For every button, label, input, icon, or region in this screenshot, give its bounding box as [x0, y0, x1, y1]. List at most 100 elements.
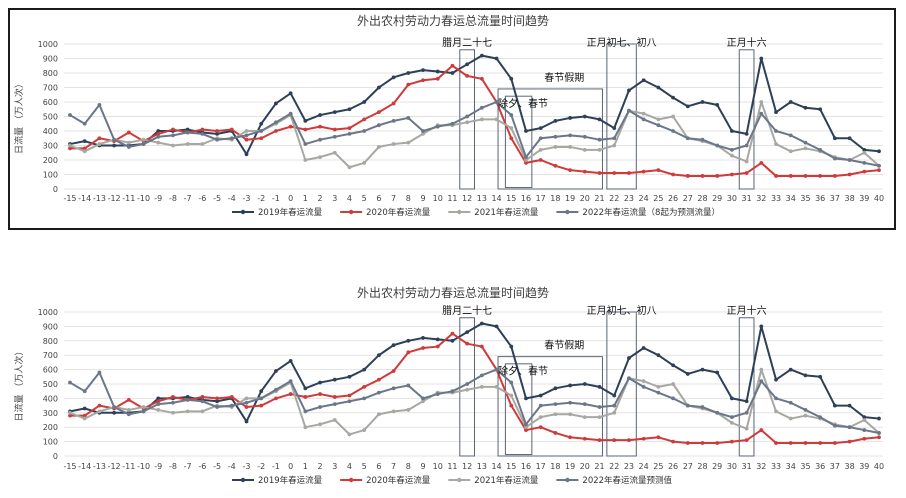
- data-point: [435, 124, 440, 129]
- data-point: [200, 132, 205, 136]
- data-point: [274, 101, 278, 106]
- data-point: [582, 382, 587, 386]
- data-point: [656, 168, 661, 173]
- data-point: [82, 406, 87, 411]
- x-tick-label: 22: [609, 462, 619, 471]
- data-point: [200, 142, 205, 146]
- data-point: [479, 344, 484, 349]
- x-tick-label: 23: [624, 462, 634, 471]
- data-point: [641, 379, 646, 384]
- data-point: [803, 174, 808, 178]
- y-tick-label: 300: [43, 409, 58, 418]
- data-point: [524, 158, 528, 162]
- data-point: [332, 127, 337, 132]
- data-point: [788, 367, 793, 372]
- data-point: [788, 400, 793, 405]
- data-point: [685, 136, 690, 141]
- data-point: [303, 386, 308, 391]
- x-tick-label: -1: [272, 194, 280, 203]
- data-point: [421, 132, 425, 136]
- series-line-2: [70, 332, 880, 445]
- data-point: [568, 168, 573, 173]
- data-point: [215, 396, 219, 401]
- data-point: [347, 126, 352, 130]
- data-point: [332, 402, 337, 407]
- data-point: [450, 121, 455, 126]
- x-tick-label: -8: [169, 462, 177, 471]
- data-point: [568, 116, 573, 120]
- x-tick-label: -14: [78, 462, 91, 471]
- data-point: [303, 409, 308, 414]
- annotation-c78: 正月初七、初八: [587, 36, 657, 49]
- x-tick-label: 11: [447, 194, 457, 203]
- legend-marker: [348, 477, 354, 483]
- data-point: [759, 367, 764, 372]
- x-tick-label: 23: [624, 194, 634, 203]
- data-point: [465, 382, 470, 386]
- data-point: [185, 142, 190, 146]
- data-point: [656, 390, 661, 395]
- data-point: [288, 379, 293, 384]
- data-point: [509, 380, 514, 385]
- data-point: [126, 408, 131, 412]
- data-point: [200, 409, 205, 414]
- x-tick-label: 12: [462, 194, 472, 203]
- data-point: [82, 389, 87, 394]
- data-point: [671, 396, 675, 401]
- data-point: [215, 405, 219, 409]
- x-tick-label: 5: [362, 462, 367, 471]
- x-tick-label: -3: [243, 462, 251, 471]
- data-point: [303, 158, 308, 162]
- x-tick-label: 26: [668, 462, 678, 471]
- legend-marker: [240, 209, 246, 215]
- data-point: [82, 416, 87, 421]
- data-point: [509, 344, 514, 349]
- data-point: [847, 425, 852, 430]
- data-point: [391, 101, 396, 106]
- x-tick-label: 7: [391, 194, 396, 203]
- data-point: [465, 330, 470, 335]
- x-tick-label: -7: [184, 194, 192, 203]
- data-point: [730, 420, 734, 425]
- data-point: [656, 384, 661, 389]
- x-tick-label: 17: [536, 462, 546, 471]
- data-point: [185, 130, 190, 135]
- data-point: [362, 129, 367, 133]
- annotation-c16: 正月十六: [727, 36, 767, 49]
- data-point: [274, 396, 278, 401]
- x-tick-label: 27: [683, 462, 693, 471]
- data-point: [568, 133, 573, 138]
- data-point: [362, 396, 367, 401]
- data-point: [303, 142, 308, 146]
- data-point: [391, 343, 396, 348]
- y-tick-label: 200: [43, 156, 58, 165]
- data-point: [877, 168, 881, 173]
- data-point: [788, 441, 793, 445]
- data-point: [774, 396, 778, 401]
- data-point: [465, 120, 470, 125]
- data-point: [524, 396, 528, 401]
- data-point: [229, 403, 234, 408]
- data-point: [332, 150, 337, 155]
- data-point: [847, 158, 852, 162]
- data-point: [362, 117, 367, 122]
- data-point: [524, 155, 528, 160]
- x-tick-label: -14: [78, 194, 91, 203]
- data-point: [479, 105, 484, 110]
- data-point: [524, 129, 528, 133]
- data-point: [465, 62, 470, 67]
- data-point: [803, 373, 808, 378]
- data-point: [391, 369, 396, 373]
- data-point: [259, 121, 264, 126]
- x-tick-label: 8: [406, 194, 411, 203]
- x-tick-label: 18: [550, 194, 560, 203]
- data-point: [97, 409, 102, 414]
- x-tick-label: -12: [108, 462, 121, 471]
- data-point: [715, 174, 720, 178]
- data-point: [288, 124, 293, 129]
- data-point: [832, 423, 837, 428]
- x-tick-label: 2: [318, 194, 323, 203]
- data-point: [391, 386, 396, 391]
- data-point: [597, 147, 602, 152]
- data-point: [347, 374, 352, 379]
